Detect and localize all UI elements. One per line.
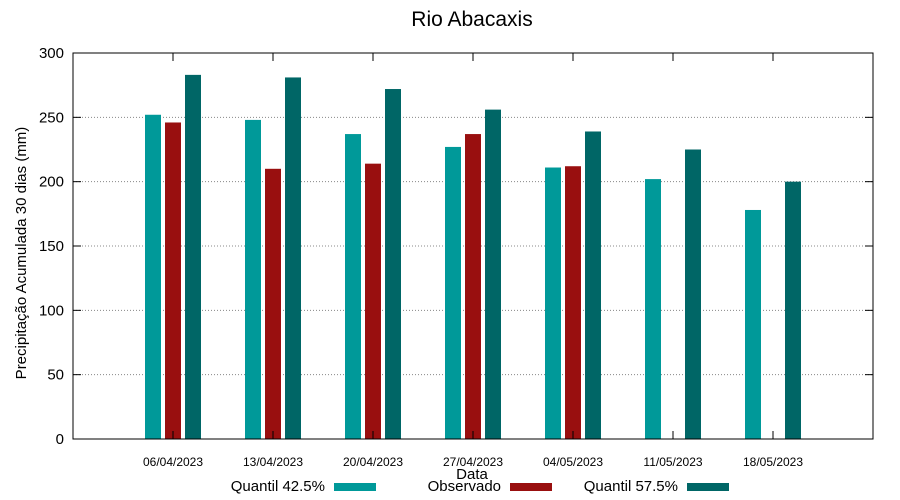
y-axis-label: Precipitação Acumulada 30 dias (mm)	[13, 127, 30, 380]
legend-label: Quantil 42.5%	[231, 478, 325, 495]
bar-observado-3	[465, 134, 481, 439]
bar-quantil-42-5--4	[545, 167, 561, 439]
legend-label: Observado	[428, 478, 501, 495]
x-tick-label: 13/04/2023	[243, 455, 303, 469]
y-tick-label: 200	[39, 174, 64, 191]
y-axis-ticks: 0 50 100 150 200 250 300	[39, 45, 873, 448]
bar-quantil-42-5--6	[745, 209, 761, 439]
bar-observado-0	[165, 122, 181, 439]
bar-quantil-57-5--0	[185, 74, 201, 439]
legend-swatch	[334, 483, 376, 491]
bar-quantil-57-5--2	[385, 89, 401, 439]
bar-quantil-57-5--6	[785, 181, 801, 439]
x-tick-label: 18/05/2023	[743, 455, 803, 469]
y-tick-label: 150	[39, 238, 64, 255]
legend-swatch	[687, 483, 729, 491]
legend: Quantil 42.5% Observado Quantil 57.5%	[231, 478, 729, 495]
bar-observado-4	[565, 166, 581, 439]
y-tick-label: 300	[39, 45, 64, 62]
y-tick-label: 0	[56, 431, 64, 448]
bar-quantil-42-5--2	[345, 134, 361, 439]
x-axis-ticks: 06/04/2023 13/04/2023 20/04/2023 27/04/2023…	[143, 53, 803, 469]
chart-title: Rio Abacaxis	[411, 8, 532, 31]
x-tick-label: 20/04/2023	[343, 455, 403, 469]
y-tick-label: 100	[39, 302, 64, 319]
bar-quantil-57-5--3	[485, 109, 501, 439]
bar-quantil-57-5--1	[285, 77, 301, 440]
bar-observado-2	[365, 163, 381, 440]
bar-quantil-42-5--0	[145, 114, 161, 439]
x-tick-label: 04/05/2023	[543, 455, 603, 469]
x-tick-label: 27/04/2023	[443, 455, 503, 469]
bars	[145, 74, 801, 440]
bar-quantil-42-5--5	[645, 179, 661, 440]
x-tick-label: 11/05/2023	[643, 455, 702, 469]
x-tick-label: 06/04/2023	[143, 455, 203, 469]
x-axis-label: Data	[456, 466, 488, 483]
bar-quantil-57-5--4	[585, 131, 601, 439]
bar-observado-1	[265, 168, 281, 440]
bar-quantil-57-5--5	[685, 149, 701, 439]
bar-quantil-42-5--3	[445, 146, 461, 439]
y-tick-label: 250	[39, 109, 64, 126]
legend-swatch	[510, 483, 552, 491]
bar-quantil-42-5--1	[245, 119, 261, 439]
y-tick-label: 50	[47, 367, 64, 384]
legend-label: Quantil 57.5%	[584, 478, 678, 495]
